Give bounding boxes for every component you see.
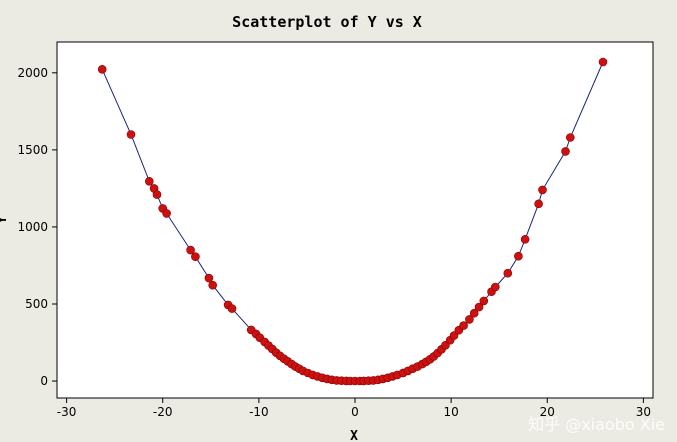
x-axis-label: X: [350, 429, 358, 442]
x-tick-label: 20: [540, 405, 555, 419]
data-point: [186, 245, 195, 255]
data-point: [465, 315, 474, 324]
plot-area: [56, 41, 654, 399]
data-points: [97, 57, 608, 386]
data-point: [490, 282, 500, 292]
data-point: [561, 147, 570, 156]
data-point: [204, 273, 214, 283]
data-point: [227, 304, 237, 313]
data-point: [97, 65, 107, 74]
y-tick-label: 1500: [17, 143, 48, 157]
y-tick-label: 2000: [17, 66, 48, 80]
data-point: [474, 302, 484, 312]
data-point: [162, 209, 171, 218]
y-axis-label: Y: [0, 216, 10, 224]
x-tick-label: -10: [249, 405, 269, 419]
x-tick-label: 10: [443, 405, 458, 419]
data-point: [538, 185, 547, 195]
data-point: [459, 321, 468, 330]
x-axis: -30 -20 -10 0 10 20 30: [57, 398, 651, 419]
x-tick-label: -20: [153, 405, 173, 419]
data-point: [126, 130, 136, 139]
watermark: 知乎 @xiaobo Xie: [528, 415, 665, 434]
data-point: [145, 177, 154, 186]
data-point: [208, 280, 217, 290]
data-point: [520, 235, 530, 244]
x-tick-label: -30: [57, 405, 77, 419]
data-point: [191, 252, 200, 262]
y-tick-label: 1000: [17, 220, 48, 234]
x-tick-label: 0: [351, 405, 359, 419]
chart-title: Scatterplot of Y vs X: [232, 13, 422, 31]
data-point: [598, 57, 608, 67]
y-axis: 0 500 1000 1500 2000: [17, 66, 57, 388]
data-point: [152, 190, 162, 199]
data-point: [503, 268, 513, 278]
data-point: [565, 133, 575, 142]
data-point: [449, 331, 459, 340]
y-tick-label: 500: [25, 297, 48, 311]
data-point: [534, 199, 543, 209]
data-point: [479, 296, 489, 306]
data-point: [469, 308, 479, 318]
data-point: [514, 251, 523, 261]
y-tick-label: 0: [40, 374, 48, 388]
x-tick-label: 30: [636, 405, 651, 419]
